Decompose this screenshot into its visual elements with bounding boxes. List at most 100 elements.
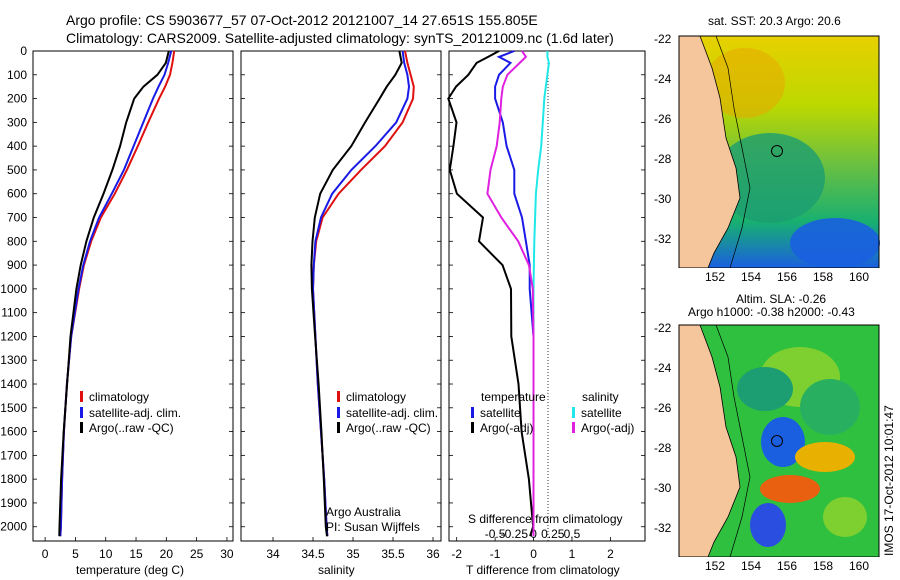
series-line-satellite-adj-clim- xyxy=(59,50,173,537)
map-ytick-label: -32 xyxy=(654,521,672,535)
map-xtick-label: 154 xyxy=(741,270,762,284)
legend-swatch-blue xyxy=(80,406,83,418)
sst-warm-patch xyxy=(705,48,785,118)
legend-item-climatology: climatology xyxy=(80,390,181,406)
sla-low-patch xyxy=(750,503,786,547)
legend-item-argo: Argo(..raw -QC) xyxy=(80,421,181,437)
map1-frame xyxy=(678,35,880,268)
map-xtick-label: 156 xyxy=(777,270,798,284)
legend-item-satellite: satellite-adj. clim. xyxy=(337,406,438,422)
sst-cold-patch xyxy=(790,218,880,268)
depth-tick-label: 1100 xyxy=(1,306,27,320)
legend-label: climatology xyxy=(346,390,407,404)
map-ytick-label: -26 xyxy=(654,401,672,415)
depth-tick-label: 1700 xyxy=(0,448,27,462)
argo-location-marker xyxy=(771,435,783,447)
x-tick-label: 35 xyxy=(346,547,360,561)
depth-tick-label: 200 xyxy=(7,92,27,106)
x-tick-label: 34 xyxy=(266,547,280,561)
legend-swatch-blue xyxy=(471,406,474,418)
legend-swatch-black xyxy=(471,422,474,433)
legend-label: climatology xyxy=(89,390,150,404)
title-line-2: Climatology: CARS2009. Satellite-adjuste… xyxy=(66,30,614,46)
depth-tick-label: 1600 xyxy=(0,425,27,439)
s-tick-label: -0.5 xyxy=(485,527,506,541)
depth-tick-label: 2000 xyxy=(0,520,27,534)
map2-title-1: Altim. SLA: -0.26 xyxy=(736,292,827,306)
x-tick-label: 1 xyxy=(569,547,576,561)
x-tick-label: 20 xyxy=(160,547,174,561)
x-tick-label: 0 xyxy=(530,547,537,561)
depth-tick-label: 100 xyxy=(7,68,27,82)
x-tick-label: 15 xyxy=(129,547,143,561)
difference-legend-salinity: salinity satellite Argo(-adj) xyxy=(572,390,634,437)
map-ytick-label: -28 xyxy=(654,152,672,166)
s-tick-label: 0.5 xyxy=(564,527,581,541)
map-ytick-label: -24 xyxy=(654,72,672,86)
credit-line-2: PI: Susan Wijffels xyxy=(326,520,420,534)
legend-label: satellite-adj. clim. xyxy=(346,405,439,420)
x-tick-label: 0 xyxy=(42,547,49,561)
map-xtick-label: 158 xyxy=(813,270,834,284)
depth-tick-label: 1500 xyxy=(0,401,27,415)
land-australia xyxy=(678,35,741,268)
map1-title: sat. SST: 20.3 Argo: 20.6 xyxy=(708,14,841,28)
legend-item-satellite: satellite-adj. clim. xyxy=(80,406,181,422)
series-line-argo-raw-qc- xyxy=(310,50,403,537)
s-tick-label: 0.25 xyxy=(541,527,565,541)
salinity-panel-frame xyxy=(240,50,442,542)
title-line-1: Argo profile: CS 5903677_57 07-Oct-2012 … xyxy=(66,12,538,28)
series-line-t-satellite xyxy=(494,50,535,537)
map2-frame xyxy=(678,324,880,557)
legend-swatch-red xyxy=(80,391,83,402)
map-xtick-label: 156 xyxy=(777,559,798,573)
map-ytick-label: -28 xyxy=(654,441,672,455)
legend-heading: salinity xyxy=(582,390,619,404)
legend-item-t-argo: Argo(-adj) xyxy=(471,421,546,437)
depth-tick-label: 500 xyxy=(7,163,27,177)
x-tick-label: 25 xyxy=(190,547,204,561)
legend-label: satellite xyxy=(480,405,521,420)
salinity-legend: climatology satellite-adj. clim. Argo(..… xyxy=(337,390,438,437)
x-tick-label: 10 xyxy=(99,547,113,561)
x-tick-label: -2 xyxy=(451,547,462,561)
legend-swatch-black xyxy=(337,422,340,433)
series-line-satellite-adj-clim- xyxy=(311,50,411,537)
map-xtick-label: 160 xyxy=(849,559,870,573)
sla-patch xyxy=(737,367,793,411)
temperature-panel-frame xyxy=(32,50,234,542)
imos-caption: IMOS 17-Oct-2012 10:01:47 xyxy=(882,405,896,556)
legend-label: satellite-adj. clim. xyxy=(89,405,182,420)
map-xtick-label: 152 xyxy=(705,559,726,573)
map-ytick-label: -22 xyxy=(654,32,672,46)
x-tick-label: 35.5 xyxy=(381,547,405,561)
s-tick-label: -0.25 xyxy=(501,527,529,541)
legend-item-climatology: climatology xyxy=(337,390,438,406)
legend-item-argo: Argo(..raw -QC) xyxy=(337,421,438,437)
difference-legend-temperature: temperature satellite Argo(-adj) xyxy=(471,390,546,437)
map-ytick-label: -24 xyxy=(654,361,672,375)
series-line-s-argo-adj- xyxy=(486,50,535,537)
legend-swatch-cyan xyxy=(572,406,575,418)
legend-label: Argo(-adj) xyxy=(581,421,635,435)
isobath xyxy=(715,35,751,268)
x-tick-label: 5 xyxy=(72,547,79,561)
depth-tick-label: 800 xyxy=(7,234,27,248)
legend-swatch-magenta xyxy=(572,422,575,433)
sla-patch xyxy=(800,379,860,435)
difference-xlabel: T difference from climatology xyxy=(466,563,620,577)
legend-item-t-satellite: satellite xyxy=(471,406,546,422)
s-difference-label: S difference from climatology xyxy=(468,512,623,526)
credit-line-1: Argo Australia xyxy=(326,505,401,519)
map-ytick-label: -26 xyxy=(654,112,672,126)
sla-patch xyxy=(823,497,867,537)
x-tick-label: 2 xyxy=(607,547,614,561)
sst-cool-patch xyxy=(715,133,825,223)
legend-item-s-satellite: satellite xyxy=(572,406,634,422)
map-ytick-label: -30 xyxy=(654,192,672,206)
legend-heading: temperature xyxy=(481,390,546,404)
land-australia xyxy=(678,324,741,557)
map-xtick-label: 160 xyxy=(849,270,870,284)
x-tick-label: 36 xyxy=(426,547,440,561)
